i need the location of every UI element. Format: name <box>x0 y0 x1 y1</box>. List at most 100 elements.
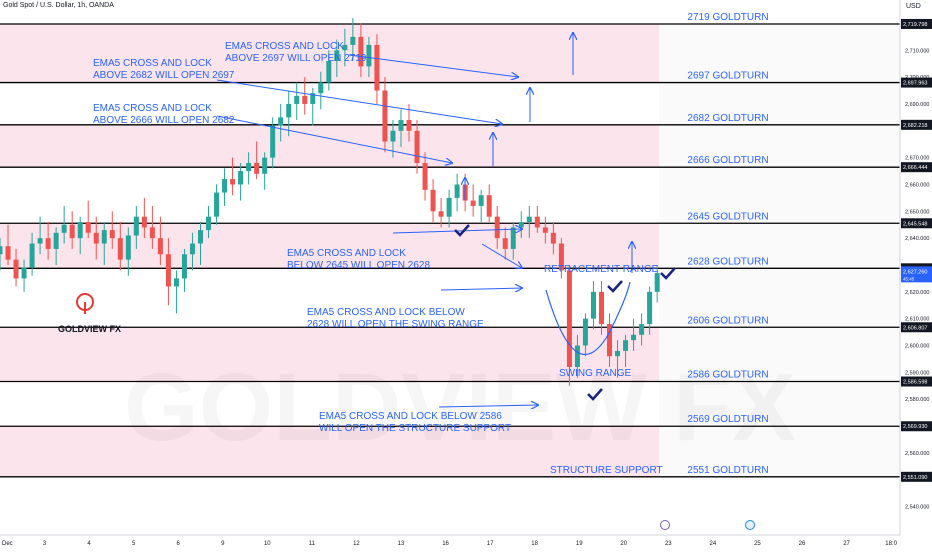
candle-body-32 <box>254 163 260 174</box>
candle-body-6 <box>45 238 51 249</box>
candle-body-50 <box>398 120 404 131</box>
check-mark-0 <box>454 224 470 237</box>
candle-body-73 <box>582 318 588 346</box>
arrow-4 <box>481 243 522 268</box>
level-price-tag-text-8: 2,569.930 <box>903 424 927 430</box>
annotation-line1: EMA5 CROSS AND LOCK <box>225 41 344 52</box>
check-mark-1 <box>607 280 623 293</box>
candle-body-62 <box>494 216 500 239</box>
level-price-tag-7 <box>901 376 932 387</box>
time-tick-17: 25 <box>754 541 761 547</box>
level-price-tag-3 <box>901 162 932 173</box>
candle-body-14 <box>109 230 115 239</box>
candle-body-16 <box>125 235 131 260</box>
time-tick-10: 16 <box>442 541 449 547</box>
time-tick-4: 6 <box>177 541 181 547</box>
annotation-line1: EMA5 CROSS AND LOCK <box>93 103 212 114</box>
time-tick-1: 3 <box>43 541 47 547</box>
time-tick-15: 23 <box>665 541 672 547</box>
candle-body-10 <box>77 222 83 239</box>
candle-body-66 <box>526 216 532 223</box>
candle-body-44 <box>350 36 356 45</box>
price-tick-9: 2,610.000 <box>905 317 929 323</box>
price-tick-13: 2,560.000 <box>905 451 929 457</box>
candle-body-13 <box>101 230 107 244</box>
time-tick-12: 18 <box>531 541 538 547</box>
candle-body-18 <box>141 216 147 228</box>
time-tick-18: 26 <box>799 541 806 547</box>
zone-band-3 <box>0 327 660 382</box>
zone-layer <box>0 23 900 477</box>
candle-body-15 <box>117 238 123 260</box>
candle-body-24 <box>189 243 195 255</box>
candle-body-82 <box>654 273 660 292</box>
level-lines: 2719 GOLDTURN 2697 GOLDTURN 2682 GOLDTURN 2… <box>0 12 900 478</box>
arrow-2 <box>216 115 452 163</box>
candle-body-60 <box>478 195 484 206</box>
candle-body-27 <box>214 192 220 217</box>
annotation-line2: 2628 WILL OPEN THE SWING RANGE <box>307 319 484 330</box>
event-icon[interactable] <box>660 520 670 530</box>
structure-label: STRUCTURE SUPPORT <box>550 465 663 476</box>
candle-body-26 <box>206 216 212 231</box>
annotation-line2: ABOVE 2666 WILL OPEN 2682 <box>93 115 235 126</box>
arrow-0 <box>348 54 518 77</box>
time-tick-7: 11 <box>309 541 316 547</box>
price-axis[interactable]: 2,720.0002,710.0002,700.0002,690.0002,67… <box>899 0 932 550</box>
level-price-tag-0 <box>901 18 932 29</box>
candle-body-8 <box>61 224 67 233</box>
annotation-line2: ABOVE 2682 WILL OPEN 2697 <box>93 70 235 81</box>
current-price-tag <box>901 266 932 283</box>
level-price-tag-4 <box>901 218 932 229</box>
time-tick-19: 27 <box>843 541 850 547</box>
candle-body-21 <box>165 254 171 287</box>
level-label-8: 2569 GOLDTURN <box>687 414 768 425</box>
level-label-7: 2586 GOLDTURN <box>687 370 768 381</box>
chart-title: Gold Spot / U.S. Dollar, 1h, OANDA <box>3 2 114 9</box>
candle-body-11 <box>85 222 91 233</box>
candle-body-77 <box>615 350 621 357</box>
price-tick-15: 2,540.000 <box>905 505 929 511</box>
candle-body-68 <box>542 227 548 233</box>
time-tick-9: 13 <box>398 541 405 547</box>
time-tick-8: 12 <box>353 541 360 547</box>
annotation-line1: EMA5 CROSS AND LOCK <box>287 248 406 259</box>
us-flag-icon[interactable] <box>745 520 755 530</box>
arrow-5 <box>440 288 522 290</box>
level-price-tag-text-1: 2,697.963 <box>903 81 927 87</box>
candle-body-23 <box>181 254 187 279</box>
candle-body-35 <box>278 117 284 126</box>
current-price-text: 2,627.260 <box>903 269 927 275</box>
candle-body-40 <box>318 82 324 94</box>
level-price-tag-1 <box>901 77 932 88</box>
drawing-layer <box>216 33 676 407</box>
time-tick-2: 4 <box>87 541 91 547</box>
price-tick-8: 2,620.000 <box>905 290 929 296</box>
zone-band-4 <box>0 426 660 477</box>
annotation-line1: EMA5 CROSS AND LOCK BELOW <box>307 307 465 318</box>
candle-body-45 <box>358 36 364 67</box>
candle-body-31 <box>246 163 252 172</box>
candle-body-75 <box>598 291 604 325</box>
candle-body-72 <box>574 345 580 367</box>
time-axis[interactable]: Dec 3 4 5 6 9 10 11 12 13 16 17 18 19 20 23 24 25 26 27 18:0 <box>0 520 932 551</box>
price-tick-3: 2,690.000 <box>905 102 929 108</box>
candle-body-19 <box>149 227 155 239</box>
retracement-label: RETRACEMENT RANGE <box>544 264 659 275</box>
time-axis-bg <box>0 535 932 550</box>
time-tick-6: 10 <box>264 541 271 547</box>
level-label-5: 2628 GOLDTURN <box>687 256 768 267</box>
time-tick-0: Dec <box>2 541 13 547</box>
annotation-line1: EMA5 CROSS AND LOCK BELOW 2586 <box>319 411 502 422</box>
candle-body-80 <box>639 324 645 335</box>
candle-body-41 <box>326 61 332 83</box>
level-price-tag-text-7: 2,586.598 <box>903 380 927 386</box>
candle-body-57 <box>454 184 460 198</box>
candle-body-48 <box>382 90 388 142</box>
candle-body-29 <box>230 179 236 185</box>
